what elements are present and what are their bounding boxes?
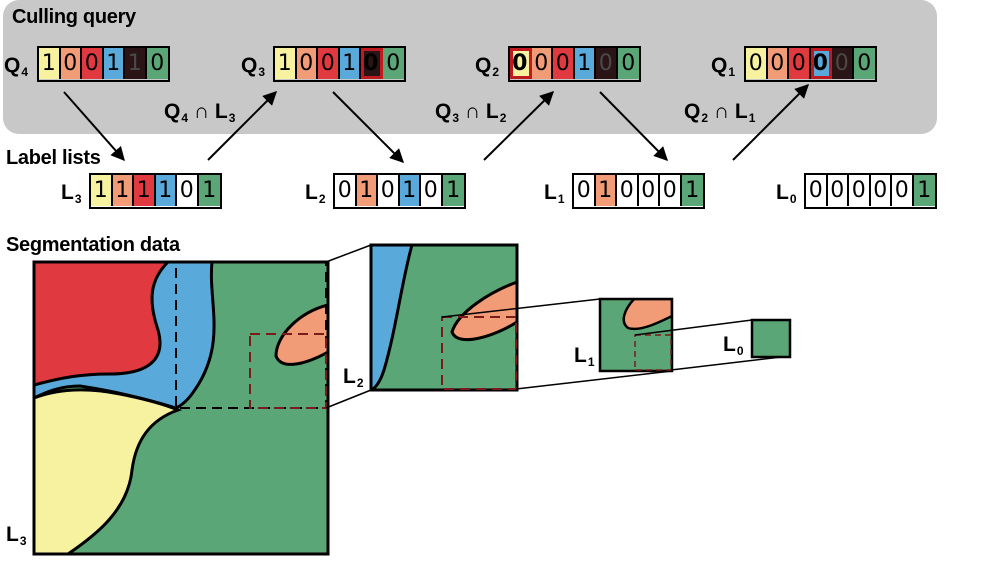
query-bit-cell: 1 [125, 48, 147, 79]
label-bit-cell: 0 [806, 175, 828, 206]
intersection-label-q3-l2: Q3 ∩ L2 [435, 100, 507, 125]
label-bit-cell: 1 [155, 175, 177, 206]
intersection-label-q2-l1: Q2 ∩ L1 [684, 100, 756, 125]
segmentation-level-label-l2: L2 [343, 365, 364, 390]
label-list-label-l1: L1 [544, 181, 565, 206]
label-bit-cell: 1 [595, 175, 617, 206]
query-bit-cell: 0 [767, 48, 789, 79]
label-lists-heading: Label lists [6, 147, 101, 169]
segmentation-level-label-l3: L3 [6, 523, 27, 548]
label-bit-cell: 1 [356, 175, 378, 206]
label-list-label-l2: L2 [305, 181, 326, 206]
label-bit-cell: 0 [827, 175, 849, 206]
query-bit-cell: 1 [275, 48, 297, 79]
label-bit-cell: 0 [892, 175, 914, 206]
query-bit-cell: 0 [553, 48, 575, 79]
label-bit-cell: 1 [442, 175, 464, 206]
label-bit-cell: 0 [849, 175, 871, 206]
label-bit-cell: 0 [177, 175, 199, 206]
query-bit-cell: 0 [510, 48, 532, 79]
label-list-label-l0: L0 [776, 181, 797, 206]
query-bit-cell: 0 [82, 48, 104, 79]
label-bit-cell: 0 [870, 175, 892, 206]
arrow-q2-to-l1 [599, 91, 668, 161]
label-bit-cell: 0 [335, 175, 357, 206]
query-bit-cell: 0 [810, 48, 832, 79]
label-bit-cell: 1 [134, 175, 156, 206]
arrow-l3-to-q3 [207, 91, 277, 161]
intersection-label-q4-l3: Q4 ∩ L3 [164, 100, 236, 125]
query-label-q1: Q1 [711, 54, 736, 79]
label-bit-cell: 1 [399, 175, 421, 206]
arrow-l2-to-q2 [483, 91, 554, 161]
query-bit-cell: 1 [39, 48, 61, 79]
label-bit-cell: 1 [112, 175, 134, 206]
query-bit-cell: 0 [789, 48, 811, 79]
query-bit-cell: 1 [103, 48, 125, 79]
query-bit-cell: 0 [617, 48, 639, 79]
label-bit-cell: 0 [574, 175, 596, 206]
label-bit-cell: 0 [617, 175, 639, 206]
label-list-label-l3: L3 [61, 181, 82, 206]
segmentation-data-heading: Segmentation data [6, 234, 180, 256]
segmentation-level-label-l0: L0 [723, 333, 744, 358]
label-bit-cell: 0 [660, 175, 682, 206]
segmentation-l0 [750, 318, 792, 359]
query-bit-cell: 0 [746, 48, 768, 79]
label-bit-cell: 1 [198, 175, 220, 206]
query-bit-cell: 0 [832, 48, 854, 79]
query-bit-cell: 0 [146, 48, 168, 79]
label-bit-cell: 0 [378, 175, 400, 206]
query-bit-cell: 1 [339, 48, 361, 79]
query-bit-cell: 0 [296, 48, 318, 79]
label-bit-cell: 1 [91, 175, 113, 206]
label-bit-cell: 0 [638, 175, 660, 206]
culling-query-heading: Culling query [12, 6, 136, 28]
arrow-q3-to-l2 [332, 91, 404, 163]
query-bit-cell: 0 [318, 48, 340, 79]
arrow-q4-to-l3 [63, 91, 125, 162]
query-label-q2: Q2 [475, 54, 500, 79]
label-bit-cell: 0 [421, 175, 443, 206]
query-bit-cell: 0 [361, 48, 383, 79]
query-bit-cell: 0 [531, 48, 553, 79]
query-bit-cell: 0 [853, 48, 875, 79]
query-bit-cell: 1 [574, 48, 596, 79]
query-label-q4: Q4 [4, 54, 29, 79]
query-bit-cell: 0 [60, 48, 82, 79]
label-bit-cell: 1 [681, 175, 703, 206]
label-bit-cell: 1 [913, 175, 935, 206]
query-bit-cell: 0 [596, 48, 618, 79]
arrow-l1-to-q1 [732, 84, 809, 161]
segmentation-level-label-l1: L1 [574, 344, 595, 369]
query-bit-cell: 0 [382, 48, 404, 79]
query-label-q3: Q3 [241, 54, 266, 79]
